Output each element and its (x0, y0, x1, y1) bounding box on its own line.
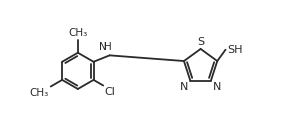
Text: CH₃: CH₃ (29, 88, 49, 98)
Text: Cl: Cl (104, 87, 115, 97)
Text: N: N (180, 82, 189, 92)
Text: CH₃: CH₃ (68, 28, 88, 38)
Text: S: S (197, 37, 204, 47)
Text: N: N (99, 42, 107, 52)
Text: N: N (213, 82, 221, 92)
Text: H: H (104, 42, 112, 52)
Text: SH: SH (227, 45, 242, 55)
